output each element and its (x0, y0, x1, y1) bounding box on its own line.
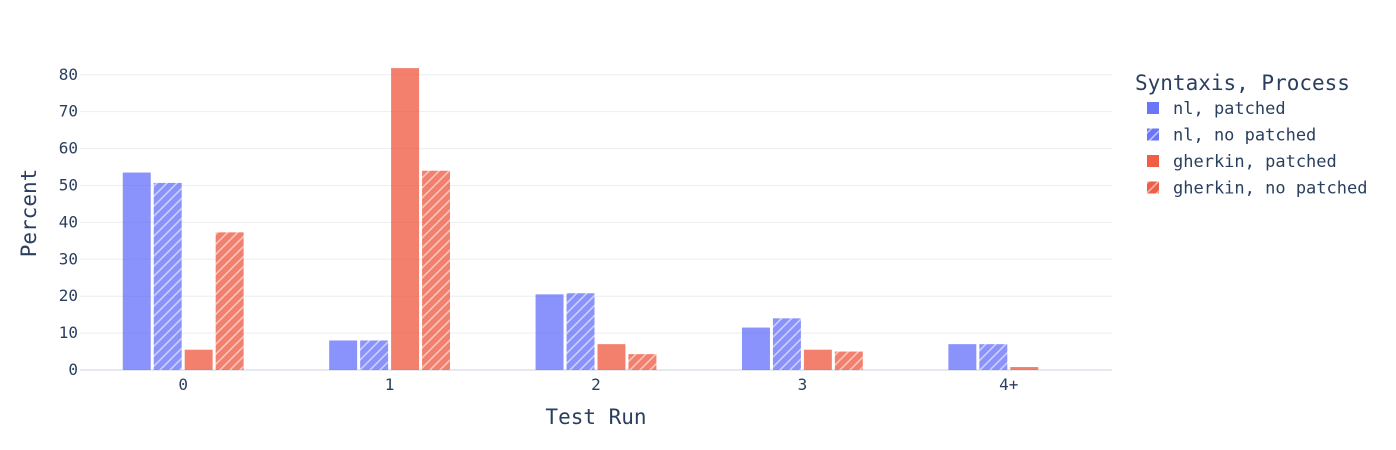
legend-swatch[interactable] (1147, 128, 1159, 141)
grid (80, 74, 1112, 371)
bar (803, 349, 832, 370)
bar (422, 170, 451, 370)
x-tick-label: 2 (591, 375, 601, 394)
bar (184, 349, 213, 370)
y-tick-label: 70 (59, 102, 78, 121)
bar (597, 344, 626, 370)
x-tick-label: 3 (798, 375, 808, 394)
y-tick-label: 50 (59, 175, 78, 194)
bars (122, 68, 1039, 370)
bar (535, 294, 564, 370)
bar (566, 293, 595, 370)
x-tick-label: 1 (385, 375, 395, 394)
bar (1010, 367, 1039, 370)
bar (948, 344, 977, 370)
bar (772, 318, 801, 370)
bar (834, 351, 863, 370)
bar (215, 232, 244, 370)
y-axis-title: Percent (17, 169, 41, 258)
bar (628, 354, 657, 370)
bar (153, 182, 182, 370)
bar (360, 340, 389, 370)
legend-item-label[interactable]: nl, no patched (1173, 126, 1316, 146)
x-tick-label: 0 (178, 375, 188, 394)
bar (122, 172, 151, 370)
bar (741, 327, 770, 370)
legend: Syntaxis, Process nl, patched nl, no patc… (1135, 71, 1367, 199)
bar (329, 340, 358, 370)
bar (979, 344, 1008, 370)
legend-swatch[interactable] (1147, 155, 1159, 167)
x-axis-title: Test Run (545, 405, 646, 429)
x-tick-label: 4+ (999, 375, 1018, 394)
y-tick-label: 10 (59, 323, 78, 342)
legend-title: Syntaxis, Process (1135, 71, 1350, 95)
y-tick-label: 80 (59, 65, 78, 84)
y-tick-label: 0 (68, 360, 78, 379)
y-tick-label: 40 (59, 212, 78, 231)
y-tick-label: 30 (59, 249, 78, 268)
bar (391, 68, 420, 370)
legend-swatch[interactable] (1147, 102, 1159, 114)
legend-swatch[interactable] (1147, 181, 1159, 194)
legend-item-label[interactable]: gherkin, patched (1173, 152, 1337, 172)
y-tick-label: 20 (59, 286, 78, 305)
legend-item-label[interactable]: gherkin, no patched (1173, 179, 1367, 199)
legend-item-label[interactable]: nl, patched (1173, 99, 1286, 119)
axes: 0 10 20 30 40 50 60 70 80 0 1 2 3 4+ (59, 65, 1019, 394)
y-tick-label: 60 (59, 139, 78, 158)
